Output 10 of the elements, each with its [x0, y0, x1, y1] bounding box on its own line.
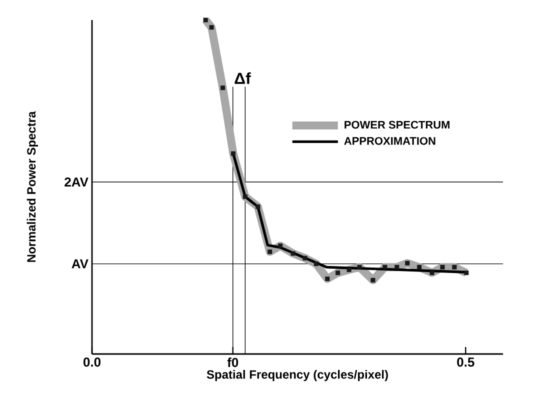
annotation: Δf	[234, 72, 251, 84]
x-axis-title: Spatial Frequency (cycles/pixel)	[206, 370, 388, 382]
legend-label: APPROXIMATION	[344, 137, 436, 145]
x-tick-label: f0	[227, 358, 238, 368]
legend-label: POWER SPECTRUM	[344, 120, 450, 129]
x-tick-label: 0.5	[457, 358, 474, 367]
y-axis-title: Normalized Power Spectra	[26, 111, 38, 262]
ref-line-label: AV	[72, 259, 88, 268]
ref-line-label: 2AV	[64, 177, 88, 187]
x-tick-label: 0.0	[83, 358, 101, 367]
